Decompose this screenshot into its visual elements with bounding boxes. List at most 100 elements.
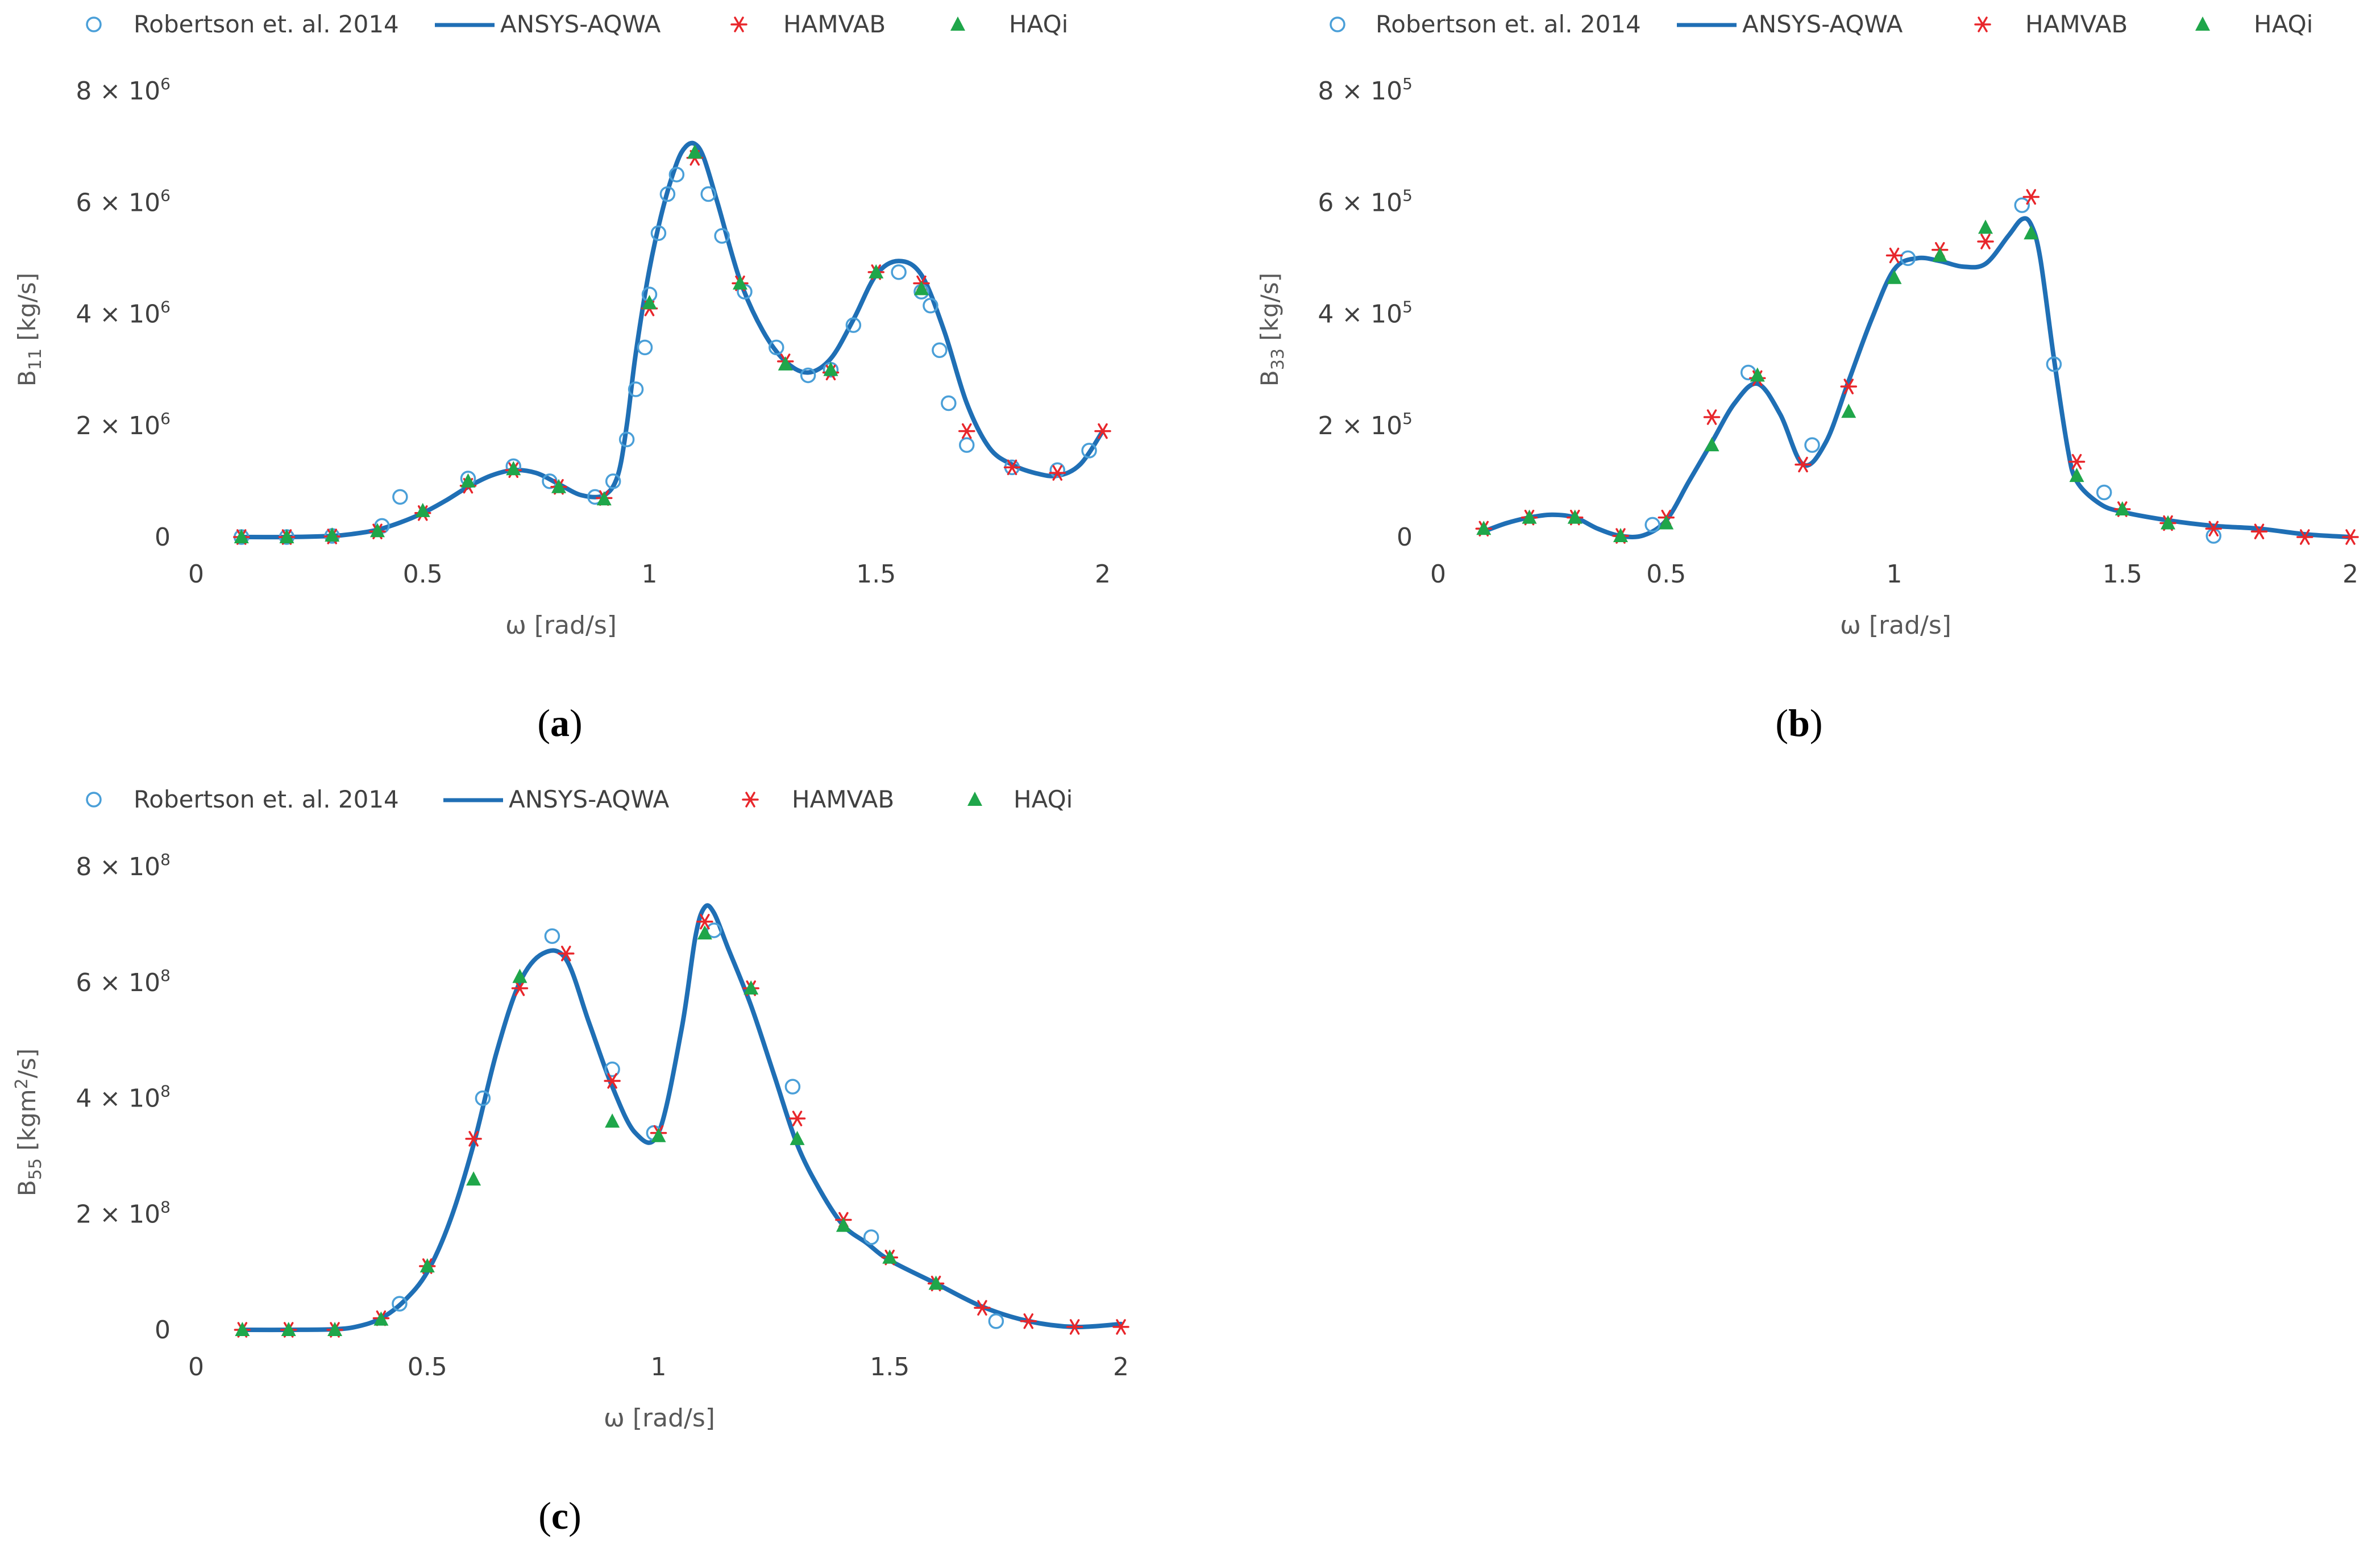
y-tick-label: 2 × 105 [1318, 409, 1413, 440]
x-axis-label-b: ω [rad/s] [1840, 611, 1951, 640]
data-point-robertson [941, 395, 957, 411]
legend-b: Robertson et. al. 2014 ANSYS-AQWA HAMVAB… [1330, 10, 2313, 38]
legend-c: Robertson et. al. 2014 ANSYS-AQWA HAMVAB… [86, 785, 1073, 813]
data-point-robertson [2014, 197, 2030, 213]
y-tick-label: 0 [155, 523, 171, 552]
data-point-hamvab [1703, 409, 1721, 425]
y-axis-label-b: B33 [kg/s] [1256, 273, 1288, 386]
y-tick-label: 0 [155, 1316, 171, 1345]
legend-label-ansys-b: ANSYS-AQWA [1742, 10, 1903, 38]
y-tick-label: 6 × 106 [76, 186, 171, 217]
y-tick-label: 2 × 106 [76, 409, 171, 440]
plot-area-c: 0 0.5 1 1.5 2 0 2 × 108 4 × 108 6 × 108 8 × 108 [76, 850, 1129, 1382]
legend-label-ansys-a: ANSYS-AQWA [500, 10, 661, 38]
y-tick-label: 4 × 105 [1318, 298, 1413, 329]
x-axis-label-a: ω [rad/s] [505, 611, 617, 640]
x-tick-label: 0 [1430, 560, 1446, 589]
data-point-hamvab [958, 423, 975, 439]
legend-a: Robertson et. al. 2014 ANSYS-AQWA HAMVAB… [86, 10, 1068, 38]
legend-label-robertson-a: Robertson et. al. 2014 [134, 10, 399, 38]
legend-label-hamvab-b: HAMVAB [2025, 10, 2128, 38]
data-point-robertson [959, 437, 975, 453]
chart-panel-b: Robertson et. al. 2014 ANSYS-AQWA HAMVAB… [1256, 10, 2359, 744]
legend-marker-haqi-a [950, 16, 965, 31]
data-point-robertson [932, 342, 948, 359]
x-tick-label: 0 [188, 560, 204, 589]
legend-marker-haqi-c [967, 792, 982, 806]
chart-panel-a: Robertson et. al. 2014 ANSYS-AQWA HAMVAB… [13, 10, 1111, 744]
data-point-hamvab [1020, 1313, 1037, 1329]
data-point-robertson [863, 1229, 879, 1245]
data-point-robertson [1804, 437, 1820, 453]
x-tick-label: 0.5 [408, 1353, 447, 1382]
caption-a: (a) [537, 701, 582, 744]
y-tick-label: 6 × 105 [1318, 186, 1413, 217]
data-point-robertson [2096, 484, 2112, 501]
data-point-haqi [1978, 219, 1993, 234]
data-point-robertson [891, 264, 907, 280]
y-tick-label: 2 × 108 [76, 1197, 171, 1229]
series-line-ansys-aqwa [1481, 216, 2353, 539]
legend-marker-haqi-b [2195, 16, 2210, 31]
legend-marker-hamvab-c [742, 792, 759, 808]
data-point-hamvab [1066, 1319, 1083, 1335]
legend-marker-hamvab-b [1974, 16, 1991, 32]
data-point-robertson [392, 489, 408, 505]
x-tick-label: 1 [642, 560, 658, 589]
data-point-haqi [1841, 403, 1856, 418]
y-axis-label-c: B55 [kgm2/s] [12, 1049, 45, 1196]
data-point-robertson [988, 1313, 1004, 1329]
plot-area-a: 0 0.5 1 1.5 2 0 2 × 106 4 × 106 6 × 106 8 × 106 [76, 74, 1111, 589]
data-point-hamvab [2342, 529, 2359, 545]
x-tick-label: 2 [1095, 560, 1111, 589]
x-tick-label: 1.5 [856, 560, 896, 589]
legend-label-haqi-a: HAQi [1009, 10, 1068, 38]
x-tick-label: 1 [651, 1353, 667, 1382]
legend-label-haqi-c: HAQi [1014, 785, 1073, 813]
data-point-haqi [1704, 437, 1719, 452]
data-point-hamvab [788, 1110, 806, 1126]
x-tick-label: 1 [1887, 560, 1903, 589]
legend-marker-hamvab-a [730, 16, 747, 32]
x-tick-label: 1.5 [870, 1353, 909, 1382]
data-point-hamvab [1885, 247, 1903, 264]
legend-label-hamvab-c: HAMVAB [792, 785, 894, 813]
data-point-haqi [1750, 367, 1765, 382]
y-tick-label: 6 × 108 [76, 966, 171, 997]
legend-marker-robertson-c [86, 792, 102, 808]
data-point-haqi [466, 1171, 481, 1186]
legend-marker-robertson-b [1330, 16, 1345, 32]
legend-label-robertson-b: Robertson et. al. 2014 [1376, 10, 1641, 38]
legend-marker-robertson-a [86, 16, 102, 32]
data-point-haqi [605, 1113, 620, 1128]
data-point-robertson [544, 928, 560, 944]
legend-label-robertson-c: Robertson et. al. 2014 [134, 785, 399, 813]
data-point-haqi [651, 1128, 666, 1142]
y-tick-label: 8 × 105 [1318, 74, 1413, 106]
y-tick-label: 8 × 108 [76, 850, 171, 881]
caption-b: (b) [1775, 701, 1822, 744]
chart-panel-c: Robertson et. al. 2014 ANSYS-AQWA HAMVAB… [12, 785, 1129, 1537]
data-point-hamvab [1977, 234, 1994, 249]
series-line-ansys-aqwa [240, 903, 1123, 1333]
x-axis-label-c: ω [rad/s] [604, 1404, 715, 1433]
legend-label-haqi-b: HAQi [2254, 10, 2313, 38]
y-tick-label: 0 [1397, 523, 1413, 552]
caption-c: (c) [538, 1494, 581, 1537]
x-tick-label: 2 [1113, 1353, 1129, 1382]
plot-area-b: 0 0.5 1 1.5 2 0 2 × 105 4 × 105 6 × 105 8 × 105 [1318, 74, 2359, 589]
x-tick-label: 2 [2342, 560, 2358, 589]
series-line-ansys-aqwa [239, 140, 1105, 540]
data-point-hamvab [2022, 189, 2040, 205]
data-point-robertson [784, 1079, 801, 1095]
data-point-robertson [637, 339, 653, 356]
y-tick-label: 4 × 106 [76, 298, 171, 329]
x-tick-label: 1.5 [2103, 560, 2142, 589]
x-tick-label: 0.5 [403, 560, 443, 589]
y-tick-label: 8 × 106 [76, 74, 171, 106]
y-tick-label: 4 × 108 [76, 1082, 171, 1113]
x-tick-label: 0 [188, 1353, 204, 1382]
y-axis-label-a: B11 [kg/s] [13, 273, 45, 386]
x-tick-label: 0.5 [1646, 560, 1686, 589]
